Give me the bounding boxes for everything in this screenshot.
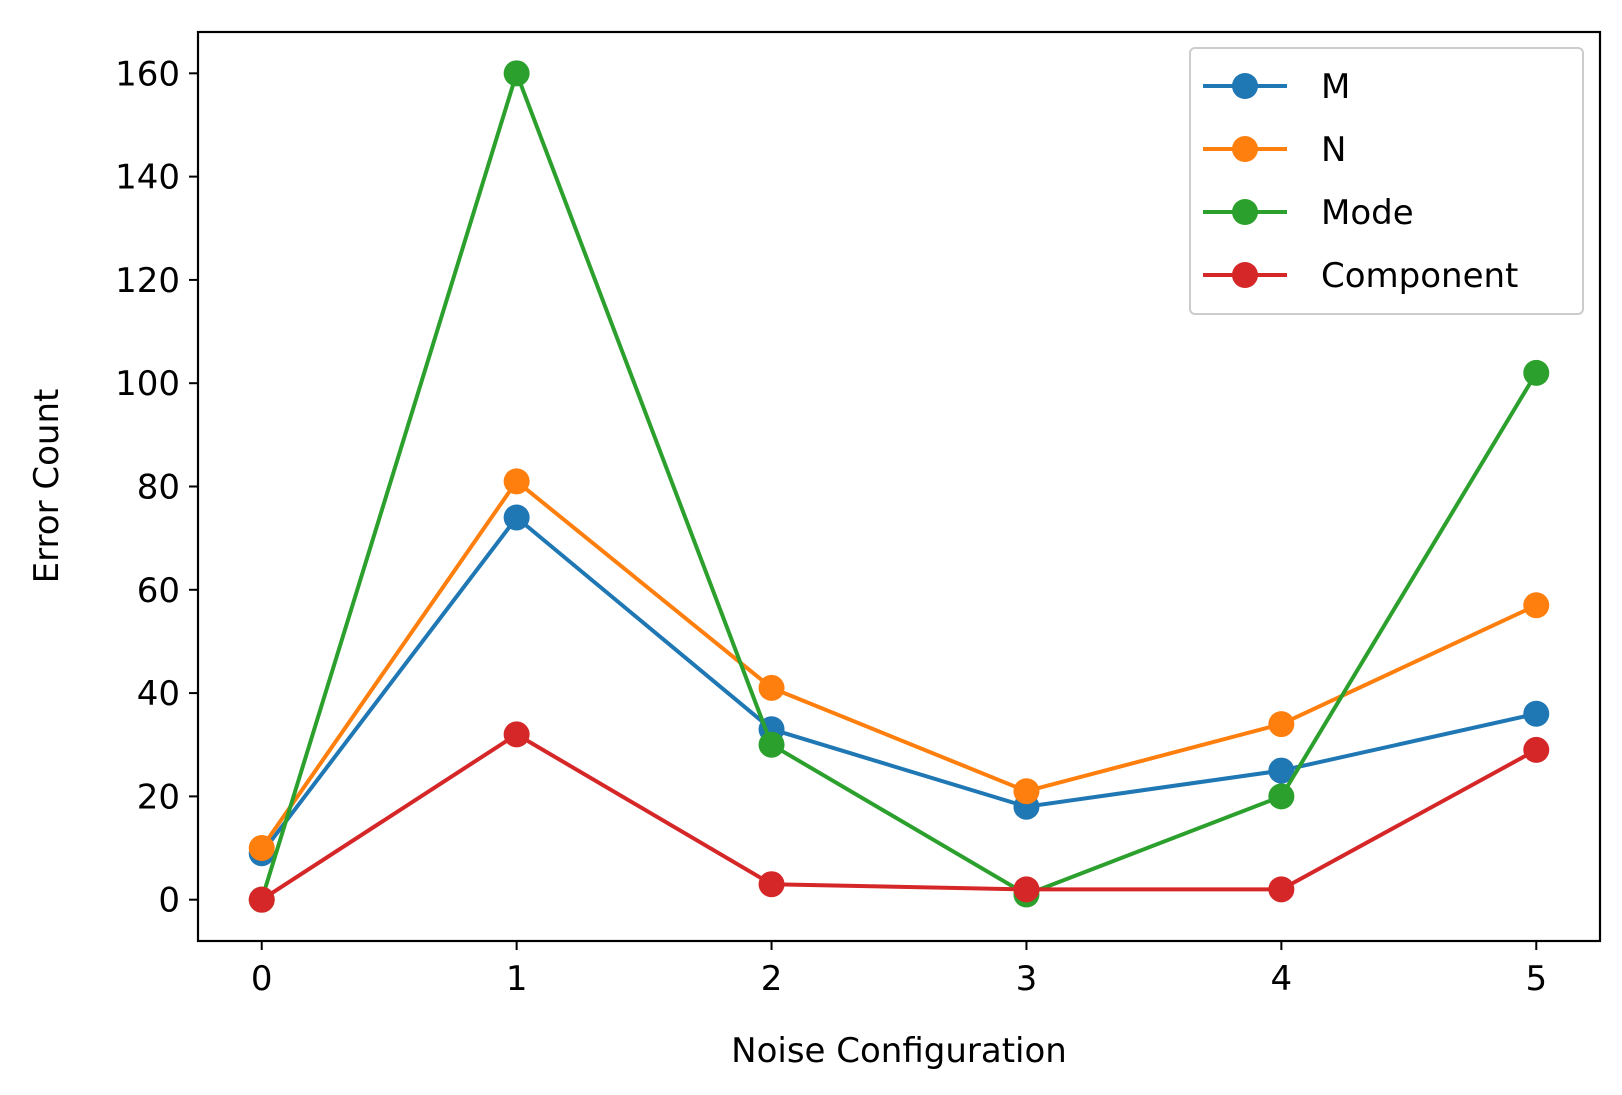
series-layer [248, 60, 1550, 913]
data-point-n [758, 674, 785, 701]
data-point-m [503, 504, 530, 531]
data-point-component [1013, 876, 1040, 903]
legend-swatch-marker [1232, 73, 1258, 99]
legend-swatch-marker [1232, 199, 1258, 225]
data-point-mode [503, 60, 530, 87]
x-tick-label: 4 [1271, 959, 1293, 999]
data-point-m [1268, 757, 1295, 784]
data-point-component [503, 721, 530, 748]
legend-label: Component [1321, 256, 1518, 296]
x-axis-title: Noise Configuration [731, 1031, 1067, 1071]
series-line-m [260, 515, 1537, 855]
legend-swatch-marker [1232, 136, 1258, 162]
x-axis: 0 1 2 3 4 5 [251, 941, 1547, 999]
y-tick-label: 160 [115, 54, 180, 94]
y-axis: 0 20 40 60 80 100 120 140 160 [115, 54, 198, 921]
x-tick-label: 2 [761, 959, 783, 999]
x-tick-label: 5 [1525, 959, 1547, 999]
series-line-mode [259, 71, 1539, 901]
data-point-n [248, 835, 275, 862]
x-tick-label: 0 [251, 959, 273, 999]
y-tick-label: 80 [137, 468, 180, 508]
data-point-mode [1268, 783, 1295, 810]
series-line-n [260, 479, 1538, 850]
legend: MN Mode Component [1189, 47, 1584, 315]
data-point-mode [1523, 359, 1550, 386]
data-point-n [1268, 711, 1295, 738]
y-tick-label: 0 [158, 881, 180, 921]
y-tick-label: 40 [137, 674, 180, 714]
y-tick-label: 100 [115, 364, 180, 404]
data-point-n [503, 468, 530, 495]
legend-box [1189, 47, 1584, 315]
x-tick-label: 3 [1016, 959, 1038, 999]
y-axis-title: Error Count [27, 389, 67, 584]
y-tick-label: 140 [115, 158, 180, 198]
data-point-component [248, 886, 275, 913]
data-point-n [1013, 778, 1040, 805]
legend-label: Mode [1321, 193, 1414, 233]
y-tick-label: 20 [137, 777, 180, 817]
legend-swatch-marker [1232, 262, 1258, 288]
data-point-component [1523, 736, 1550, 763]
y-tick-label: 120 [115, 261, 180, 301]
x-tick-label: 1 [506, 959, 528, 999]
data-point-m [1523, 700, 1550, 727]
series-line-component [260, 732, 1538, 902]
data-point-mode [758, 731, 785, 758]
y-tick-label: 60 [137, 571, 180, 611]
data-point-n [1523, 592, 1550, 619]
data-point-component [1268, 876, 1295, 903]
data-point-component [758, 871, 785, 898]
legend-label: M [1321, 67, 1350, 107]
legend-label: N [1321, 130, 1346, 170]
